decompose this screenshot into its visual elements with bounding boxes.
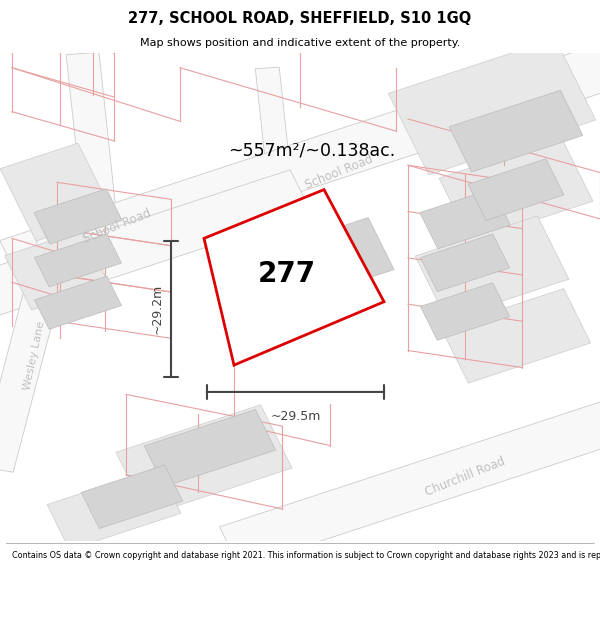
Polygon shape xyxy=(81,465,183,529)
Text: ~29.2m: ~29.2m xyxy=(151,284,164,334)
Polygon shape xyxy=(220,362,600,568)
Polygon shape xyxy=(0,170,311,331)
Polygon shape xyxy=(0,143,114,241)
Text: School Road: School Road xyxy=(303,153,375,192)
Polygon shape xyxy=(47,468,181,550)
Polygon shape xyxy=(388,39,596,175)
Polygon shape xyxy=(415,216,569,319)
Text: ~29.5m: ~29.5m xyxy=(271,411,320,424)
Polygon shape xyxy=(116,405,292,516)
Text: Churchill Road: Churchill Road xyxy=(423,455,507,499)
Polygon shape xyxy=(204,189,384,365)
Text: School Road: School Road xyxy=(81,207,153,246)
Text: Contains OS data © Crown copyright and database right 2021. This information is : Contains OS data © Crown copyright and d… xyxy=(12,551,600,560)
Polygon shape xyxy=(255,67,291,176)
Text: Map shows position and indicative extent of the property.: Map shows position and indicative extent… xyxy=(140,38,460,48)
Polygon shape xyxy=(442,289,590,383)
Polygon shape xyxy=(449,90,583,172)
Text: Wesley Lane: Wesley Lane xyxy=(23,320,47,391)
Polygon shape xyxy=(0,3,600,284)
Polygon shape xyxy=(34,189,122,244)
Polygon shape xyxy=(5,230,109,310)
Polygon shape xyxy=(468,159,564,221)
Text: ~557m²/~0.138ac.: ~557m²/~0.138ac. xyxy=(228,142,395,159)
Polygon shape xyxy=(0,180,88,472)
Polygon shape xyxy=(35,276,121,329)
Polygon shape xyxy=(439,138,593,241)
Polygon shape xyxy=(212,237,310,312)
Text: 277: 277 xyxy=(257,260,316,288)
Text: 277, SCHOOL ROAD, SHEFFIELD, S10 1GQ: 277, SCHOOL ROAD, SHEFFIELD, S10 1GQ xyxy=(128,11,472,26)
Polygon shape xyxy=(420,189,510,249)
Polygon shape xyxy=(144,409,276,487)
Polygon shape xyxy=(421,234,509,292)
Polygon shape xyxy=(66,52,120,249)
Polygon shape xyxy=(296,217,394,293)
Polygon shape xyxy=(421,282,509,341)
Polygon shape xyxy=(35,234,121,287)
